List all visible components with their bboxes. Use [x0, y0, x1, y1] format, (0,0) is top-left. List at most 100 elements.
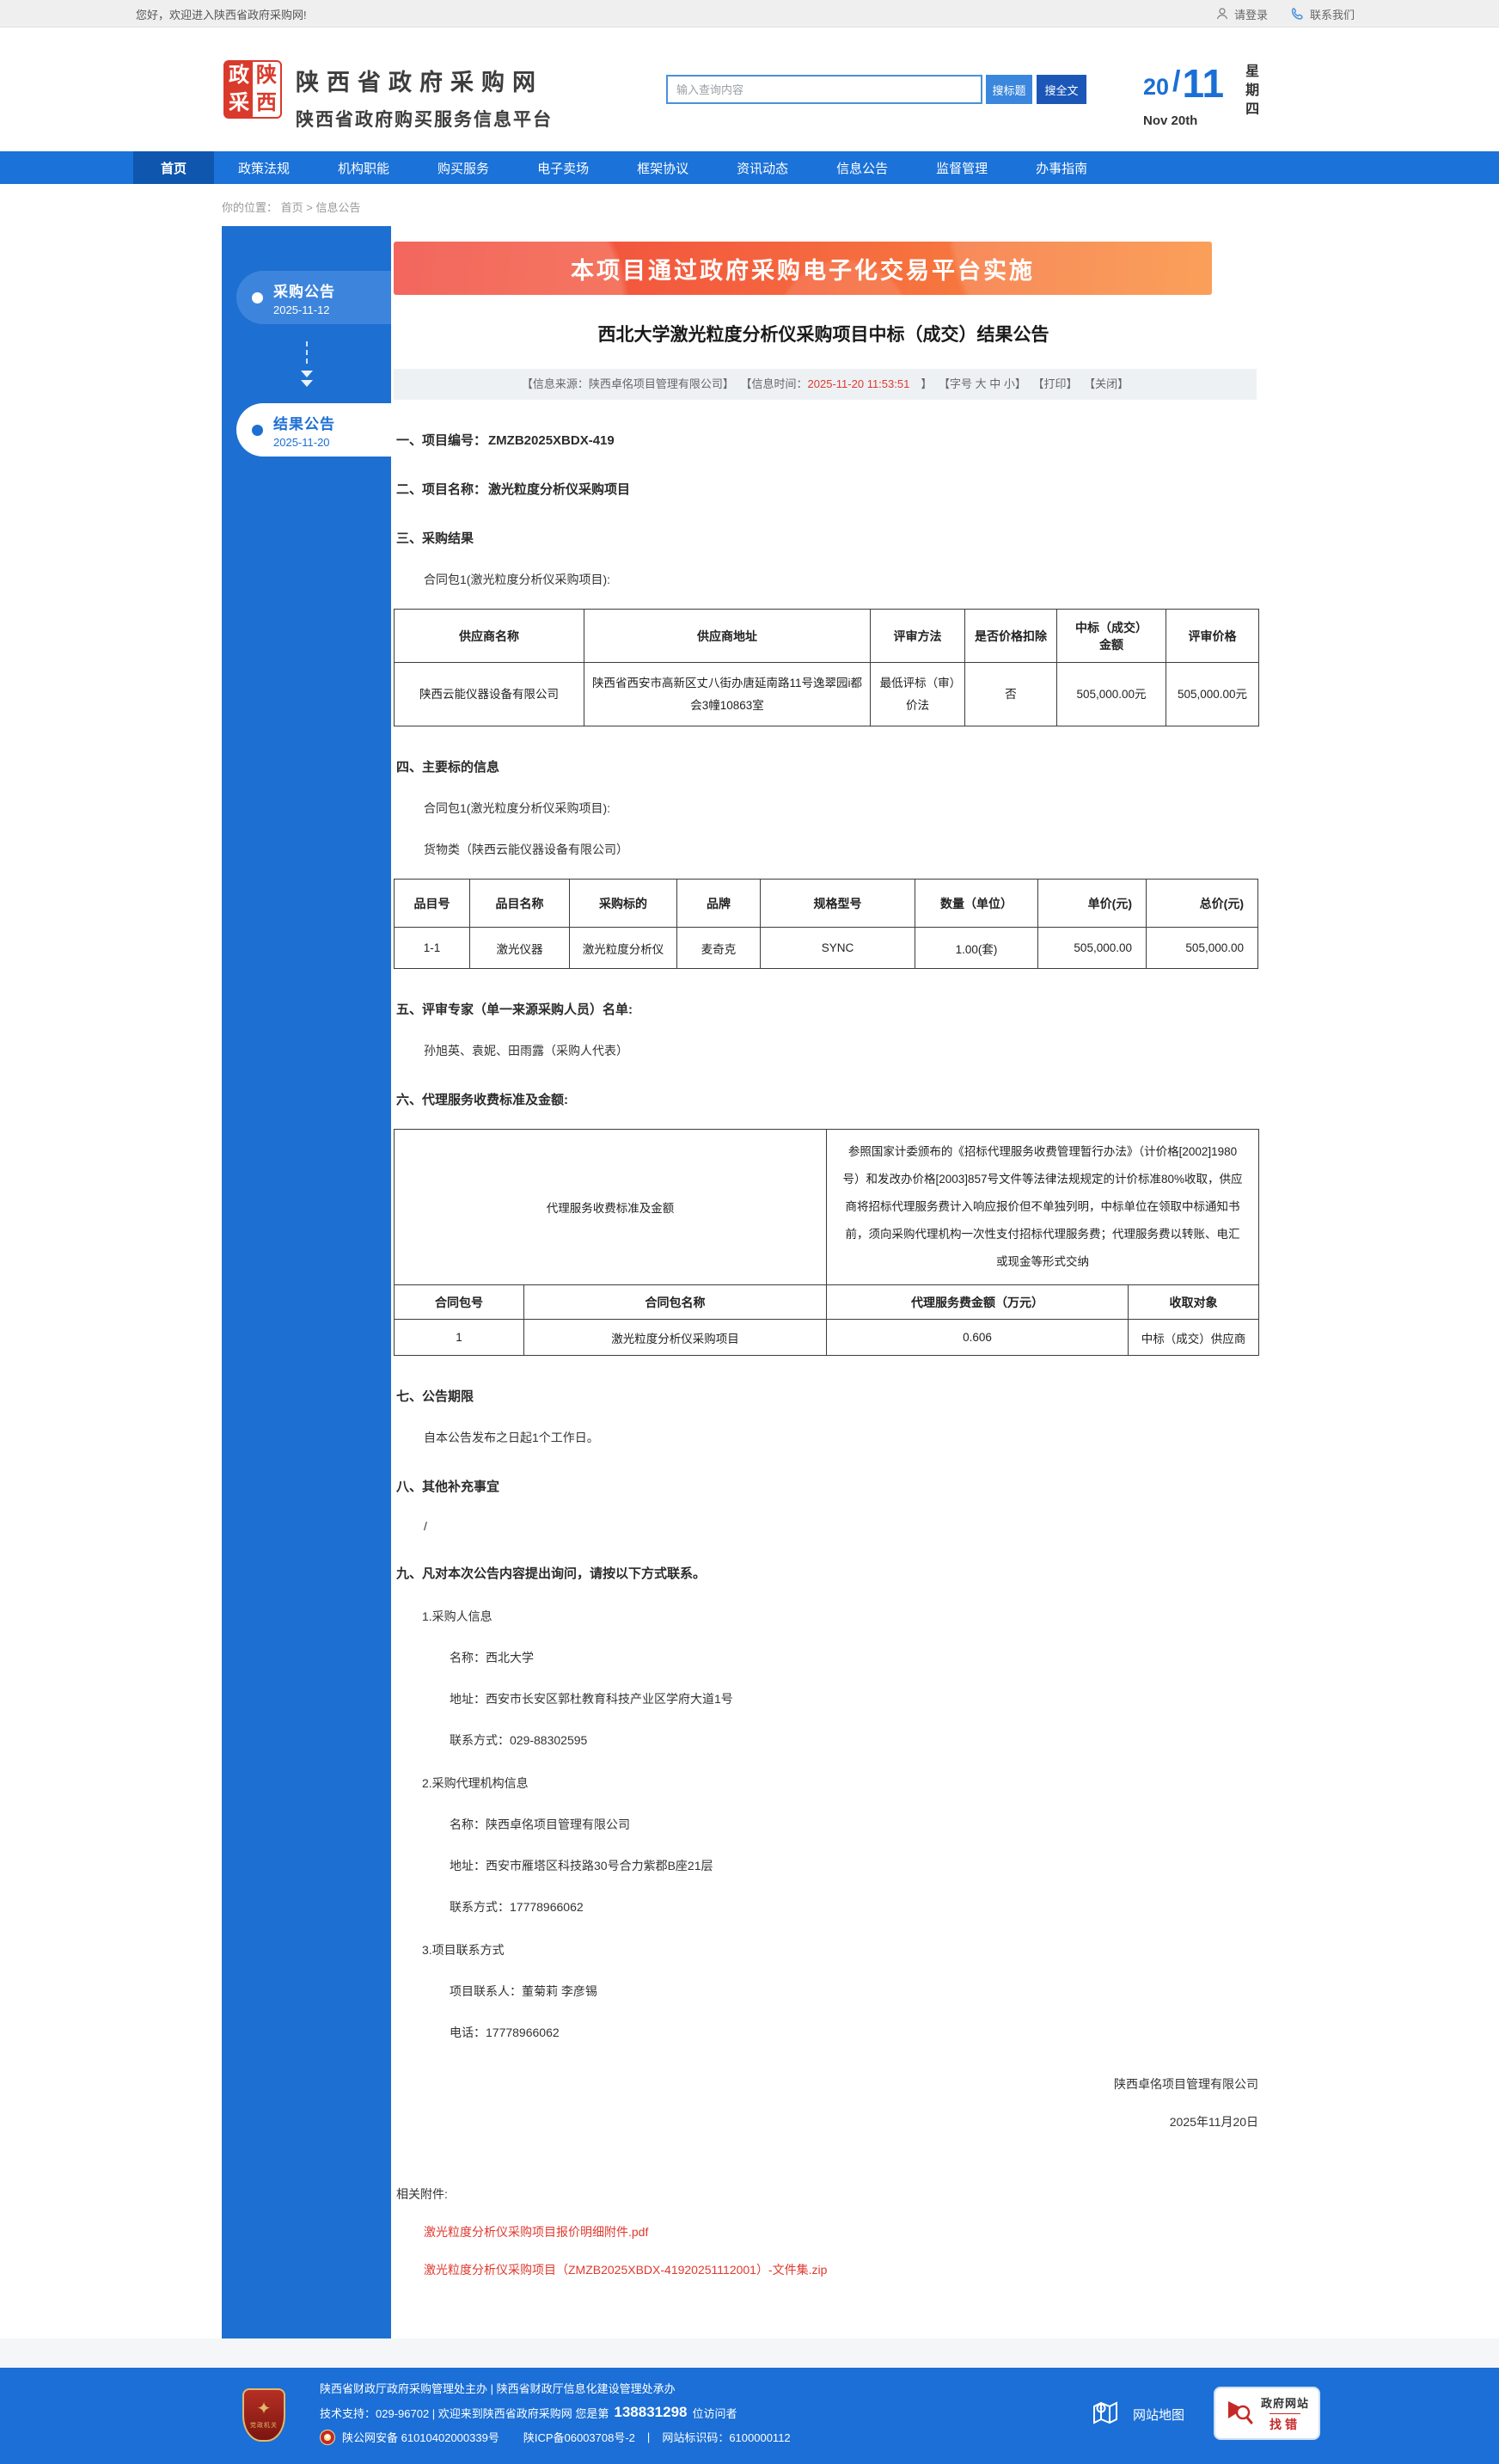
banner-text: 本项目通过政府采购电子化交易平台实施: [571, 257, 1035, 284]
party-government-shield-icon: ✦ 党政机关: [242, 2388, 285, 2442]
section-project-number: 一、项目编号： ZMZB2025XBDX-419: [396, 433, 615, 448]
contract-package-name: 激光粒度分析仪采购项目: [523, 1319, 827, 1356]
nav-item-announcements[interactable]: 信息公告: [836, 161, 889, 176]
col-header: 合同包名称: [523, 1284, 827, 1320]
agency-phone: 联系方式：17778966062: [450, 1900, 584, 1914]
col-header: 收取对象: [1128, 1284, 1259, 1320]
col-header: 数量（单位）: [915, 879, 1038, 928]
meta-bar: 【信息来源：陕西卓佲项目管理有限公司】 【信息时间：2025-11-20 11:…: [394, 369, 1257, 400]
sidebar-item-purchase-announcement[interactable]: 采购公告 2025-11-12: [236, 271, 391, 324]
sidebar-item-label: 结果公告: [273, 415, 335, 432]
contract-package-number: 1: [394, 1319, 524, 1356]
signature-company: 陕西卓佲项目管理有限公司: [1114, 2077, 1258, 2091]
sidebar-item-label: 采购公告: [273, 283, 335, 300]
attachment-link-pdf[interactable]: 激光粒度分析仪采购项目报价明细附件.pdf: [424, 2225, 649, 2239]
logo-char: 西: [253, 89, 280, 117]
nav-item-guide[interactable]: 办事指南: [1036, 161, 1088, 176]
breadcrumb-current[interactable]: 信息公告: [315, 201, 361, 214]
login-link[interactable]: 请登录: [1215, 6, 1268, 22]
col-header: 中标（成交） 金额: [1056, 609, 1166, 663]
purchaser-address: 地址：西安市长安区郭杜教育科技产业区学府大道1号: [450, 1692, 733, 1706]
item-number: 1-1: [394, 927, 470, 969]
website-error-report-badge[interactable]: 政府网站 找错: [1214, 2387, 1320, 2440]
police-badge-icon: ★: [320, 2429, 335, 2445]
close-button[interactable]: 【关闭】: [1084, 377, 1129, 390]
nav-item-news[interactable]: 资讯动态: [737, 161, 789, 176]
supplier-name: 陕西云能仪器设备有限公司: [394, 662, 584, 726]
table-row: 代理服务收费标准及金额 参照国家计委颁布的《招标代理服务收费管理暂行办法》（计价…: [394, 1129, 1259, 1285]
supplier-address: 陕西省西安市高新区丈八街办唐延南路11号逸翠园i都会3幢10863室: [584, 662, 871, 726]
sidebar-item-result-announcement[interactable]: 结果公告 2025-11-20: [236, 403, 391, 457]
bullet-dot-icon: [252, 291, 263, 303]
sitemap-link[interactable]: 网站地图: [1090, 2397, 1184, 2431]
total-price: 505,000.00: [1146, 927, 1258, 969]
quantity: 1.00(套): [915, 927, 1038, 969]
footer-host-line: 陕西省财政厅政府采购管理处主办 | 陕西省财政厅信息化建设管理处承办: [320, 2382, 676, 2395]
beian-link-1[interactable]: 陕公网安备 61010402000339号: [342, 2431, 499, 2444]
search-bar: 搜标题 搜全文: [666, 75, 1086, 104]
platform-banner: 本项目通过政府采购电子化交易平台实施: [394, 242, 1212, 295]
announcement-title: 西北大学激光粒度分析仪采购项目中标（成交）结果公告: [597, 325, 1049, 345]
goods-category-line: 货物类（陕西云能仪器设备有限公司）: [424, 843, 628, 856]
col-header: 合同包号: [394, 1284, 524, 1320]
col-header: 代理服务费金额（万元）: [826, 1284, 1129, 1320]
breadcrumb-home[interactable]: 首页: [280, 201, 303, 214]
nav-item-purchase-services[interactable]: 购买服务: [437, 161, 490, 176]
contact-link[interactable]: 联系我们: [1290, 6, 1355, 22]
col-header: 评审方法: [870, 609, 965, 663]
footer-beian-line: ★ 陕公网安备 61010402000339号 陕ICP备06003708号-2…: [320, 2429, 791, 2445]
user-icon: [1215, 7, 1229, 21]
map-icon: [1090, 2397, 1121, 2431]
nav-item-policies[interactable]: 政策法规: [238, 161, 291, 176]
experts-names: 孙旭英、袁妮、田雨露（采购人代表）: [424, 1044, 628, 1057]
model: SYNC: [760, 927, 915, 969]
col-header: 品目名称: [469, 879, 570, 928]
arrow-down-icon: [222, 324, 391, 403]
top-bar: 您好，欢迎进入陕西省政府采购网! 请登录 联系我们: [0, 0, 1499, 28]
site-logo[interactable]: 政 陕 采 西: [223, 60, 282, 119]
other-matters-text: /: [424, 1519, 427, 1533]
section-contact-heading: 九、凡对本次公告内容提出询问，请按以下方式联系。: [396, 1566, 707, 1581]
phone-icon: [1290, 7, 1305, 21]
search-input[interactable]: [666, 75, 982, 104]
search-title-button[interactable]: 搜标题: [986, 75, 1032, 104]
date-english: Nov 20th: [1143, 113, 1198, 128]
date-weekday: 星期四: [1243, 64, 1258, 120]
contract-package-line: 合同包1(激光粒度分析仪采购项目):: [424, 573, 610, 586]
nav-item-e-market[interactable]: 电子卖场: [537, 161, 590, 176]
sidebar-item-date: 2025-11-20: [273, 435, 330, 449]
project-contact-person: 项目联系人：董菊莉 李彦锡: [450, 1984, 597, 1998]
section-main-subject-heading: 四、主要标的信息: [396, 760, 500, 775]
date-widget: 20 / 11 Nov 20th 星期四: [1143, 60, 1301, 128]
site-footer: ✦ 党政机关 陕西省财政厅政府采购管理处主办 | 陕西省财政厅信息化建设管理处承…: [0, 2368, 1499, 2464]
nav-item-functions[interactable]: 机构职能: [338, 161, 390, 176]
nav-item-home[interactable]: 首页: [133, 151, 215, 184]
logo-char: 采: [225, 89, 253, 117]
search-fulltext-button[interactable]: 搜全文: [1037, 75, 1086, 104]
error-badge-top-label: 政府网站: [1260, 2396, 1309, 2410]
col-header: 是否价格扣除: [964, 609, 1057, 663]
project-name: 激光粒度分析仪采购项目: [488, 482, 631, 497]
purchaser-phone: 联系方式：029-88302595: [450, 1733, 588, 1747]
fee-payer: 中标（成交）供应商: [1128, 1319, 1259, 1356]
announcement-period-text: 自本公告发布之日起1个工作日。: [424, 1431, 599, 1444]
site-name: 陕西省政府采购网: [296, 70, 543, 95]
award-amount: 505,000.00元: [1056, 662, 1166, 726]
site-header: 政 陕 采 西 陕西省政府采购网 陕西省政府购买服务信息平台 搜标题 搜全文 2…: [0, 28, 1499, 151]
col-header: 采购标的: [569, 879, 677, 928]
breadcrumb: 你的位置： 首页 > 信息公告: [0, 184, 1499, 226]
sidebar-item-date: 2025-11-12: [273, 303, 330, 316]
nav-item-framework[interactable]: 框架协议: [637, 161, 689, 176]
procurement-subject: 激光粒度分析仪: [569, 927, 677, 969]
attachment-link-zip[interactable]: 激光粒度分析仪采购项目（ZMZB2025XBDX-41920251112001）…: [424, 2263, 828, 2277]
beian-link-2[interactable]: 陕ICP备06003708号-2: [523, 2431, 635, 2444]
breadcrumb-separator: >: [306, 201, 313, 214]
font-size-controls[interactable]: 【字号 大 中 小】: [938, 377, 1026, 390]
table-header-row: 供应商名称 供应商地址 评审方法 是否价格扣除 中标（成交） 金额 评审价格: [394, 609, 1259, 663]
nav-item-supervision[interactable]: 监督管理: [936, 161, 988, 176]
print-button[interactable]: 【打印】: [1032, 377, 1078, 390]
project-contact-phone: 电话：17778966062: [450, 2026, 560, 2039]
meta-source: 【信息来源：陕西卓佲项目管理有限公司】: [521, 377, 734, 390]
purchaser-info-title: 1.采购人信息: [422, 1609, 493, 1623]
